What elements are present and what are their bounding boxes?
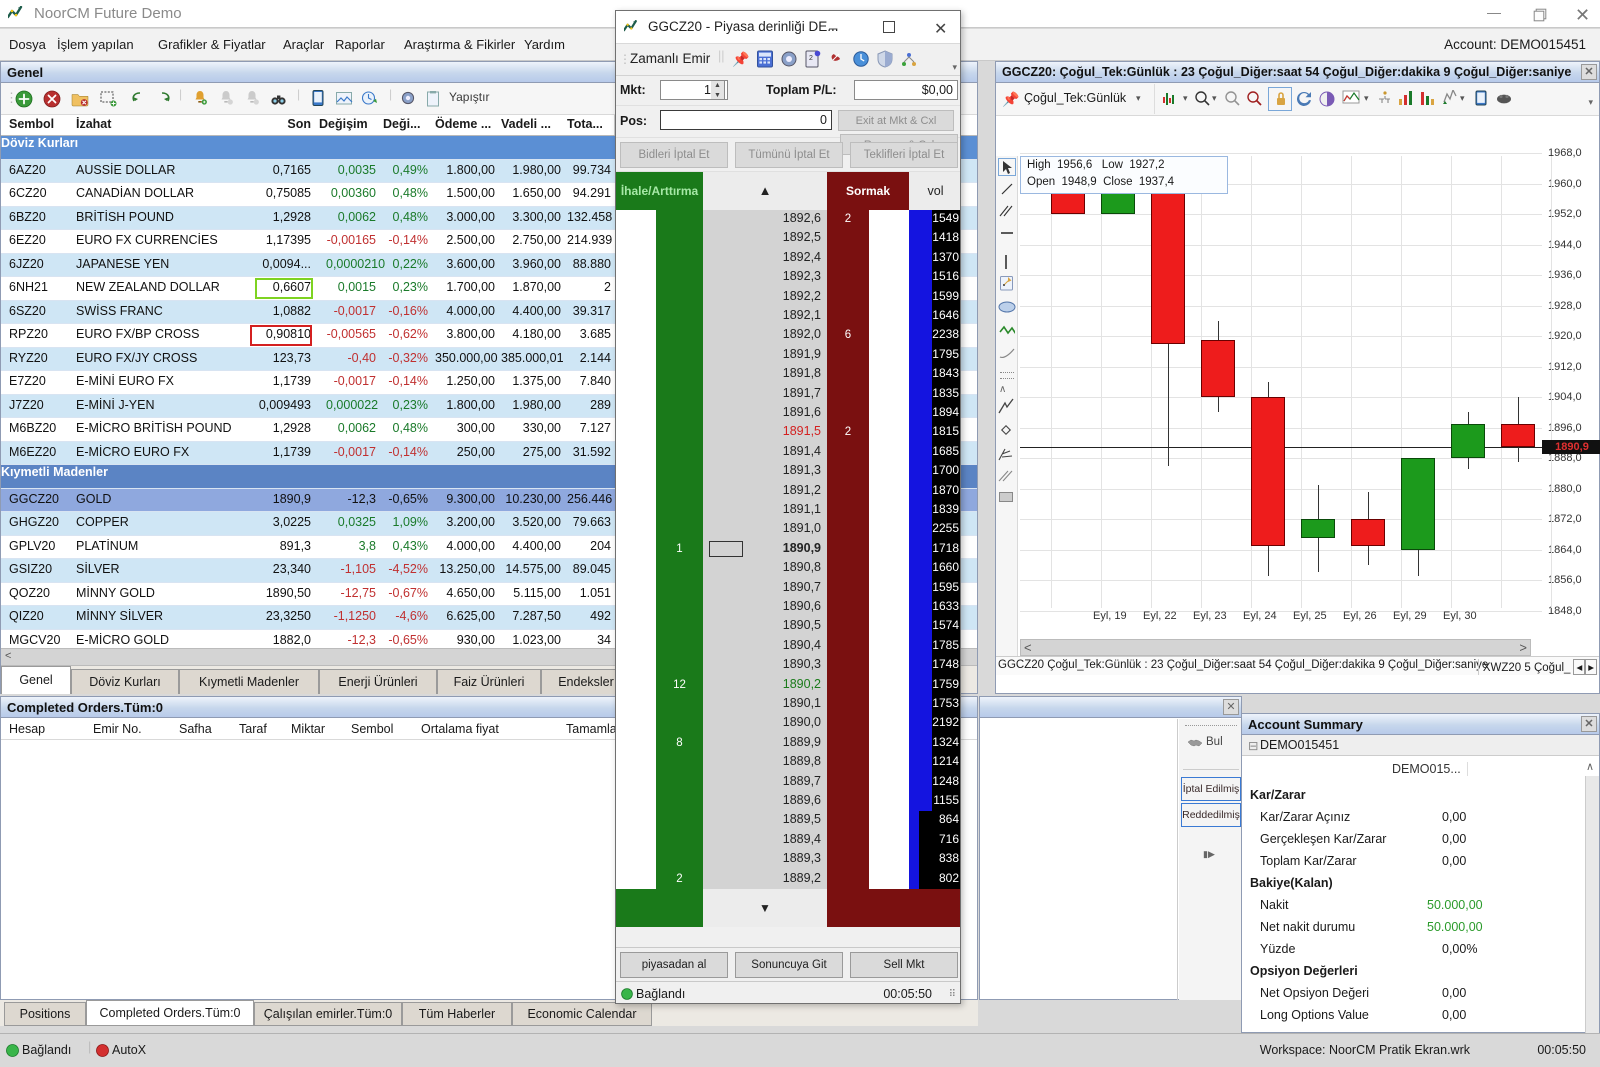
svg-text:2: 2 (809, 55, 813, 62)
